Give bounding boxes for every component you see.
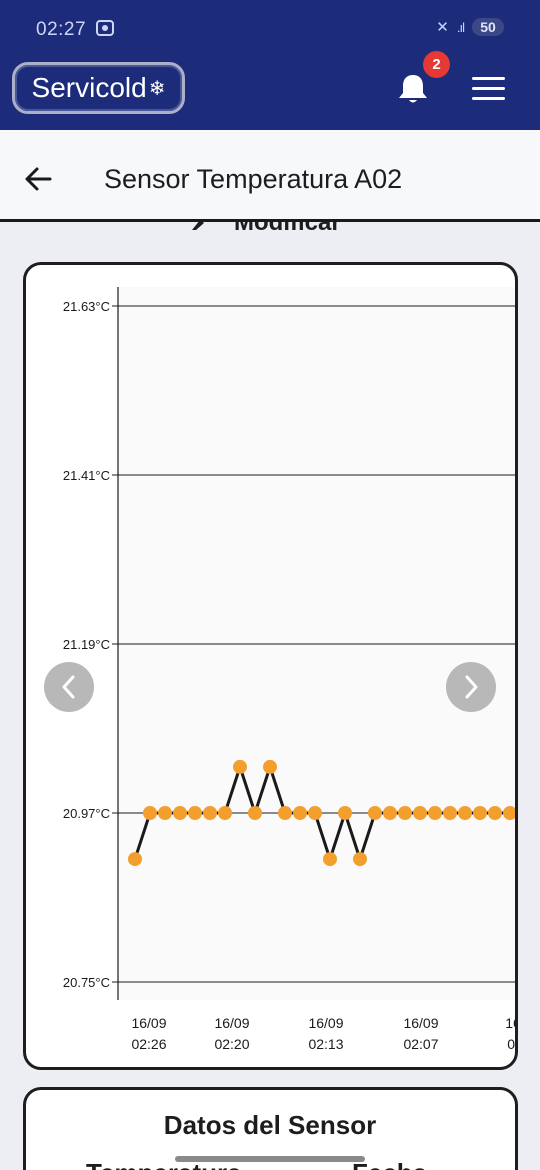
data-point: [203, 806, 217, 820]
temperature-chart: 21.63°C 21.41°C 21.19°C 20.97°C 20.75°C 16/09…: [63, 287, 518, 1052]
status-time: 02:27: [36, 19, 87, 40]
y-tick-label: 21.19°C: [63, 637, 110, 652]
snowflake-icon: ❄: [148, 77, 166, 100]
x-tick-time: 02:26: [131, 1036, 166, 1052]
y-tick-label: 20.97°C: [63, 806, 110, 821]
data-point: [443, 806, 457, 820]
signal-icon: .ıl: [456, 19, 465, 35]
sensor-data-title: Datos del Sensor: [163, 1110, 377, 1140]
page-header: [0, 130, 540, 222]
data-point: [428, 806, 442, 820]
data-point: [383, 806, 397, 820]
servicold-logo[interactable]: Servicold ❄: [12, 62, 185, 114]
status-bar: 02:27 ✕ .ıl 50: [0, 0, 540, 60]
pencil-icon: [192, 222, 204, 230]
back-arrow-icon[interactable]: [24, 164, 54, 194]
data-point: [503, 806, 515, 820]
previous-button[interactable]: [44, 662, 94, 712]
modify-label: Modificar: [234, 222, 341, 234]
logo-text: Servicold: [31, 72, 147, 103]
y-tick-label: 21.63°C: [63, 299, 110, 314]
x-tick-time: 02:13: [308, 1036, 343, 1052]
data-point: [473, 806, 487, 820]
home-indicator[interactable]: [175, 1156, 365, 1162]
data-point: [323, 852, 337, 867]
data-point: [413, 806, 427, 820]
battery-indicator: 50: [472, 18, 504, 36]
x-tick-date: 16/09: [308, 1015, 343, 1031]
x-tick-date: 16/: [505, 1015, 518, 1031]
data-point: [488, 806, 502, 820]
page-title: Sensor Temperatura A02: [104, 164, 403, 194]
x-tick-time: 02: [507, 1036, 518, 1052]
temperature-chart-card: 21.63°C 21.41°C 21.19°C 20.97°C 20.75°C 16/09…: [23, 262, 518, 1070]
notification-badge: 2: [423, 51, 450, 78]
bell-icon[interactable]: [397, 72, 429, 106]
data-point: [233, 759, 247, 774]
screen-record-icon: [96, 20, 114, 36]
date-column-header: Fecha: [352, 1158, 427, 1170]
data-point: [248, 806, 262, 820]
chevron-left-icon: [62, 675, 75, 699]
data-point: [263, 759, 277, 774]
data-point: [158, 806, 172, 820]
x-tick-time: 02:07: [403, 1036, 438, 1052]
mute-icon: ✕: [436, 19, 449, 36]
x-tick-date: 16/09: [214, 1015, 249, 1031]
next-button[interactable]: [446, 662, 496, 712]
data-point: [338, 806, 352, 820]
data-point: [188, 806, 202, 820]
data-point: [368, 806, 382, 820]
x-tick-date: 16/09: [131, 1015, 166, 1031]
x-tick-time: 02:20: [214, 1036, 249, 1052]
chevron-right-icon: [465, 675, 478, 699]
data-point: [218, 806, 232, 820]
modify-button[interactable]: Modificar: [190, 222, 360, 234]
data-point: [353, 852, 367, 867]
y-tick-label: 21.41°C: [63, 468, 110, 483]
data-point: [278, 806, 292, 820]
y-tick-label: 20.75°C: [63, 975, 110, 990]
data-point: [173, 806, 187, 820]
data-point: [308, 806, 322, 820]
data-point: [143, 806, 157, 820]
data-point: [398, 806, 412, 820]
data-point: [458, 806, 472, 820]
data-point: [293, 806, 307, 820]
data-point: [128, 852, 142, 867]
hamburger-menu-icon[interactable]: [472, 77, 505, 101]
x-tick-date: 16/09: [403, 1015, 438, 1031]
